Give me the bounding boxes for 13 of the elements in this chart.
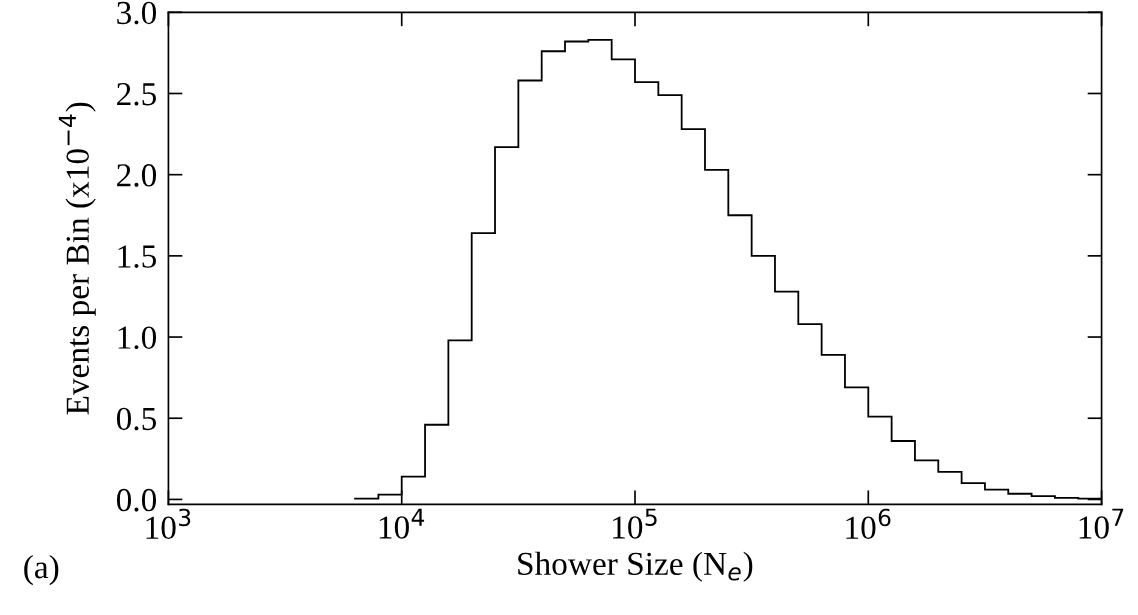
y-tick-label: 1.0 xyxy=(118,326,157,350)
y-tick-label: 2.5 xyxy=(117,82,157,106)
x-axis-title: Shower Size (N$_{e}$) xyxy=(518,551,753,582)
y-tick-label: 2.0 xyxy=(117,164,157,187)
y-axis-title: Events per Bin (x10$^{−4}$) xyxy=(58,102,96,415)
x-tick-label: 10$^{5}$ xyxy=(613,508,657,539)
y-tick-label: 0.5 xyxy=(116,407,157,431)
text: (a) xyxy=(24,554,59,586)
y-tick-label: 3.0 xyxy=(117,1,157,25)
x-tick-label: 10$^{6}$ xyxy=(846,508,891,540)
x-tick-label: 10$^{7}$ xyxy=(1079,508,1124,539)
x-tick-label: 10$^{4}$ xyxy=(379,508,425,539)
y-tick-label: 1.5 xyxy=(118,245,157,268)
